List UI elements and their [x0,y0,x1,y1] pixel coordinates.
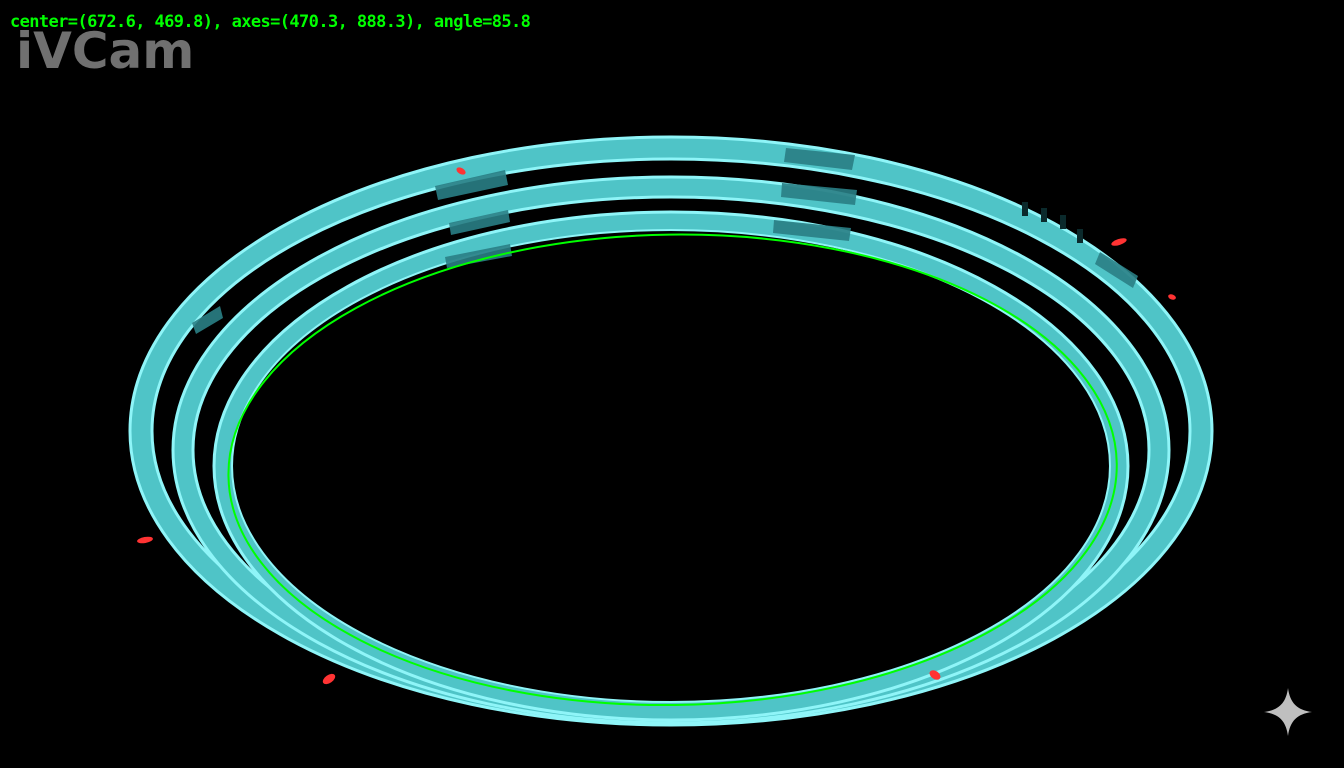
marker-dot [322,673,336,685]
marker-dot [1111,238,1127,246]
ring-segment [445,244,512,268]
inner-ring-inner-edge [231,229,1111,703]
outer-ring-outer-edge [128,135,1214,727]
marker-dot [1168,294,1176,300]
notch-mark [1041,208,1047,222]
ring-segment [781,183,857,205]
inner-ring-outer-edge [212,210,1130,722]
ellipse-fit-readout: center=(672.6, 469.8), axes=(470.3, 888.… [10,12,531,32]
sparkle-icon [1264,688,1312,736]
ring-segment [1095,252,1138,288]
ring-segment [192,306,223,334]
middle-ring-outer-edge [171,175,1171,725]
dark-ring-segments [192,148,1138,334]
marker-dot [137,536,153,544]
inner-ring [212,210,1130,722]
notch-marks [1022,202,1083,243]
ring-segment [784,148,855,170]
marker-dot [929,670,941,680]
app-watermark: iVCam [16,22,195,80]
ring-segment [435,170,508,200]
notch-mark [1077,229,1083,243]
marker-dot [456,167,466,175]
middle-ring [171,175,1171,725]
ring-segment [773,220,851,241]
red-markers [137,167,1176,685]
fitted-ellipse [227,233,1118,707]
notch-mark [1022,202,1028,216]
ring-segment [449,210,510,235]
notch-mark [1060,215,1066,229]
inner-ring-band [214,212,1128,720]
